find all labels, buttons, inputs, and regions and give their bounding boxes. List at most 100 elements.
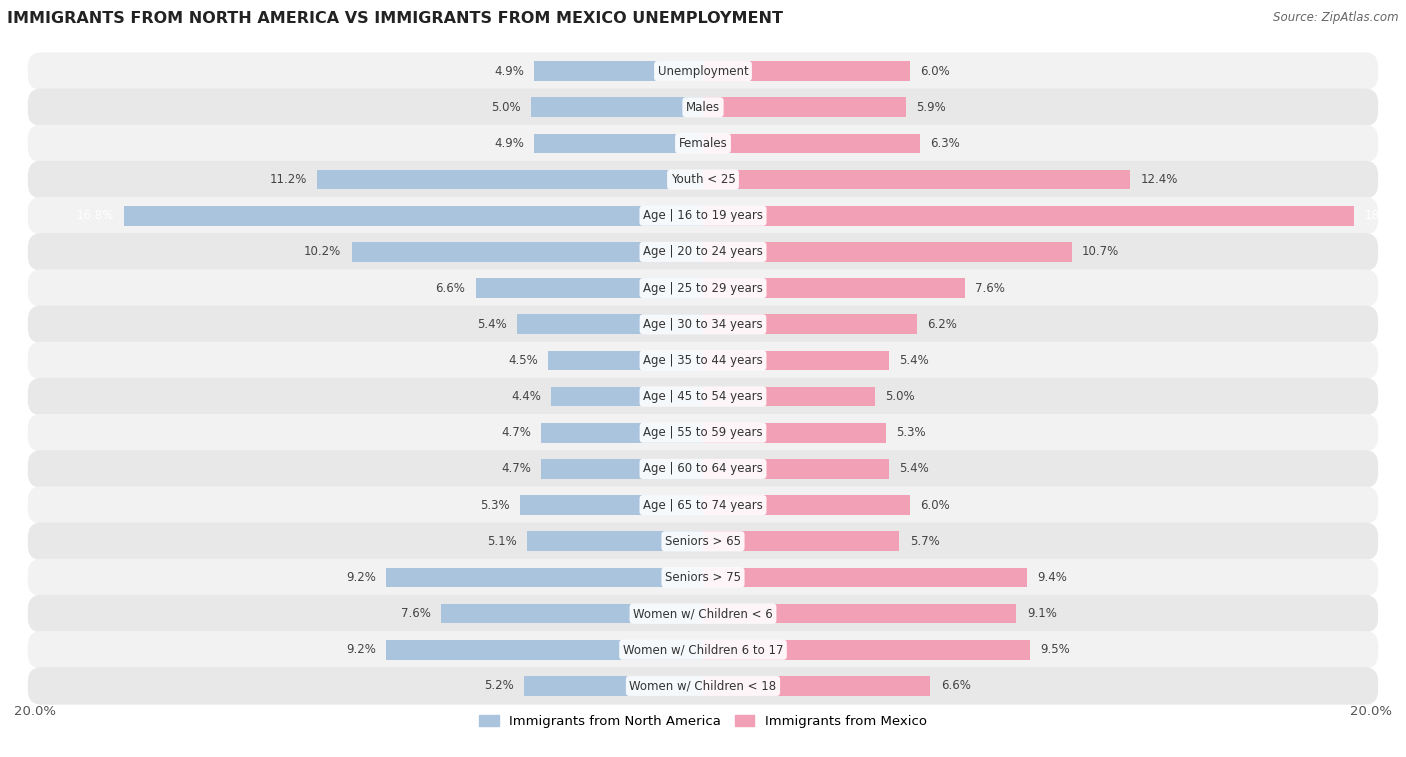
FancyBboxPatch shape [28, 306, 1378, 343]
Bar [703, 98, 907, 117]
Text: 9.5%: 9.5% [1040, 643, 1070, 656]
Text: Unemployment: Unemployment [658, 64, 748, 77]
Text: 6.6%: 6.6% [941, 680, 970, 693]
Bar [527, 531, 703, 551]
Text: 6.3%: 6.3% [931, 137, 960, 150]
Bar [703, 604, 1017, 623]
Bar [703, 61, 910, 81]
Bar [387, 640, 703, 659]
Bar [703, 170, 1130, 189]
Text: 18.9%: 18.9% [1364, 209, 1402, 223]
Bar [387, 568, 703, 587]
Bar [541, 459, 703, 478]
Text: 9.2%: 9.2% [346, 571, 375, 584]
Bar [703, 568, 1026, 587]
Text: Age | 16 to 19 years: Age | 16 to 19 years [643, 209, 763, 223]
Text: 5.7%: 5.7% [910, 534, 939, 548]
FancyBboxPatch shape [28, 522, 1378, 560]
FancyBboxPatch shape [28, 125, 1378, 162]
Text: 4.7%: 4.7% [501, 463, 531, 475]
Bar [352, 242, 703, 262]
Bar [318, 170, 703, 189]
Text: 5.9%: 5.9% [917, 101, 946, 114]
Bar [541, 423, 703, 443]
FancyBboxPatch shape [28, 341, 1378, 379]
Text: Women w/ Children < 6: Women w/ Children < 6 [633, 607, 773, 620]
Bar [524, 676, 703, 696]
Text: 6.6%: 6.6% [436, 282, 465, 294]
Text: 5.3%: 5.3% [896, 426, 925, 439]
Bar [441, 604, 703, 623]
FancyBboxPatch shape [28, 631, 1378, 668]
Text: 20.0%: 20.0% [14, 705, 56, 718]
Text: Age | 60 to 64 years: Age | 60 to 64 years [643, 463, 763, 475]
Text: 7.6%: 7.6% [401, 607, 430, 620]
Text: 5.4%: 5.4% [477, 318, 506, 331]
FancyBboxPatch shape [28, 378, 1378, 416]
Bar [703, 134, 920, 153]
Bar [703, 279, 965, 298]
FancyBboxPatch shape [28, 269, 1378, 307]
Text: 20.0%: 20.0% [1350, 705, 1392, 718]
Text: Youth < 25: Youth < 25 [671, 173, 735, 186]
Legend: Immigrants from North America, Immigrants from Mexico: Immigrants from North America, Immigrant… [474, 709, 932, 734]
FancyBboxPatch shape [28, 414, 1378, 451]
Text: 4.9%: 4.9% [494, 64, 524, 77]
Bar [517, 314, 703, 334]
Text: 4.4%: 4.4% [512, 390, 541, 403]
Text: 4.5%: 4.5% [508, 354, 537, 367]
Text: 12.4%: 12.4% [1140, 173, 1178, 186]
Bar [124, 206, 703, 226]
FancyBboxPatch shape [28, 667, 1378, 705]
FancyBboxPatch shape [28, 52, 1378, 90]
Bar [475, 279, 703, 298]
Text: 11.2%: 11.2% [270, 173, 307, 186]
Bar [531, 98, 703, 117]
Bar [551, 387, 703, 407]
Text: 6.0%: 6.0% [920, 64, 950, 77]
Text: Seniors > 65: Seniors > 65 [665, 534, 741, 548]
Text: Age | 25 to 29 years: Age | 25 to 29 years [643, 282, 763, 294]
Text: 9.4%: 9.4% [1038, 571, 1067, 584]
Text: 10.7%: 10.7% [1083, 245, 1119, 258]
Text: Age | 20 to 24 years: Age | 20 to 24 years [643, 245, 763, 258]
Bar [703, 531, 900, 551]
FancyBboxPatch shape [28, 160, 1378, 198]
Text: 5.2%: 5.2% [484, 680, 513, 693]
Text: 5.1%: 5.1% [488, 534, 517, 548]
Text: Females: Females [679, 137, 727, 150]
FancyBboxPatch shape [28, 595, 1378, 632]
FancyBboxPatch shape [28, 233, 1378, 271]
FancyBboxPatch shape [28, 486, 1378, 524]
Text: 5.0%: 5.0% [491, 101, 520, 114]
Text: Age | 35 to 44 years: Age | 35 to 44 years [643, 354, 763, 367]
Text: IMMIGRANTS FROM NORTH AMERICA VS IMMIGRANTS FROM MEXICO UNEMPLOYMENT: IMMIGRANTS FROM NORTH AMERICA VS IMMIGRA… [7, 11, 783, 26]
Bar [703, 206, 1354, 226]
Bar [703, 423, 886, 443]
Text: 10.2%: 10.2% [304, 245, 342, 258]
Bar [548, 350, 703, 370]
Text: Males: Males [686, 101, 720, 114]
Text: 9.2%: 9.2% [346, 643, 375, 656]
Text: Women w/ Children 6 to 17: Women w/ Children 6 to 17 [623, 643, 783, 656]
Text: 4.7%: 4.7% [501, 426, 531, 439]
Text: 6.0%: 6.0% [920, 499, 950, 512]
FancyBboxPatch shape [28, 450, 1378, 488]
Text: 4.9%: 4.9% [494, 137, 524, 150]
Bar [703, 314, 917, 334]
Text: 9.1%: 9.1% [1026, 607, 1057, 620]
Text: Women w/ Children < 18: Women w/ Children < 18 [630, 680, 776, 693]
Bar [534, 61, 703, 81]
Text: Age | 55 to 59 years: Age | 55 to 59 years [643, 426, 763, 439]
Bar [703, 676, 931, 696]
Text: Age | 65 to 74 years: Age | 65 to 74 years [643, 499, 763, 512]
Text: Seniors > 75: Seniors > 75 [665, 571, 741, 584]
Bar [703, 350, 889, 370]
Text: 5.4%: 5.4% [900, 463, 929, 475]
Bar [520, 495, 703, 515]
Text: 5.0%: 5.0% [886, 390, 915, 403]
Text: 5.3%: 5.3% [481, 499, 510, 512]
Bar [703, 459, 889, 478]
Bar [703, 640, 1031, 659]
Text: Source: ZipAtlas.com: Source: ZipAtlas.com [1274, 11, 1399, 24]
